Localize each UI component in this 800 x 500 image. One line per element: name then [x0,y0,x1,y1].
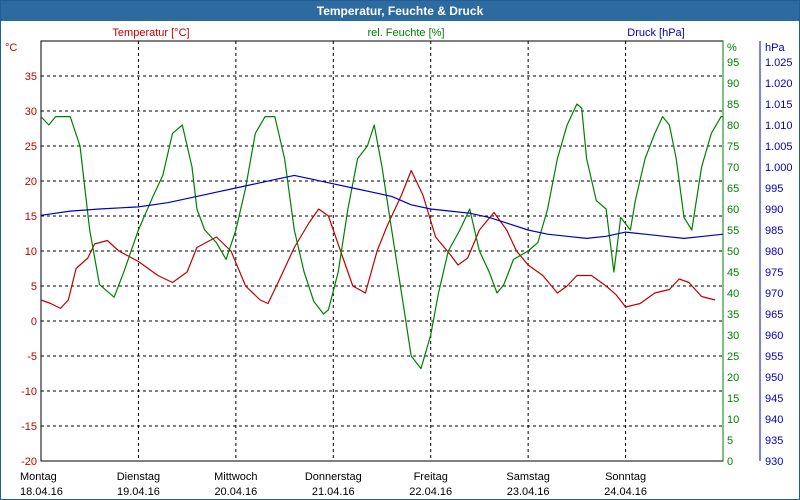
x-day-label: Freitag [414,471,448,483]
hum-tick-label: 55 [727,225,739,237]
press-unit: hPa [765,42,785,54]
x-day-label: Dienstag [117,471,160,483]
hum-tick-label: 5 [727,435,733,447]
temp-tick-label: 15 [25,211,37,223]
series-line-hum [40,103,723,370]
temp-tick-label: 25 [25,141,37,153]
press-tick-label: 1.005 [765,141,793,153]
hum-tick-label: 50 [727,246,739,258]
x-date-label: 23.04.16 [507,486,550,498]
x-day-label: Sonntag [605,471,646,483]
press-tick-label: 970 [765,288,783,300]
temp-unit: °C [5,42,17,54]
series-line-press [40,174,724,239]
temp-tick-label: 10 [25,246,37,258]
hum-tick-label: 35 [727,309,739,321]
hum-tick-label: 30 [727,330,739,342]
x-date-label: 20.04.16 [214,486,257,498]
hum-tick-label: 15 [727,393,739,405]
press-tick-label: 940 [765,414,783,426]
temp-tick-label: 5 [31,281,37,293]
temp-tick-label: 0 [31,316,37,328]
press-tick-label: 935 [765,435,783,447]
hum-tick-label: 0 [727,456,733,468]
series-line-temp [40,169,716,309]
x-date-label: 18.04.16 [20,486,63,498]
temp-tick-label: 35 [25,71,37,83]
temp-tick-label: 20 [25,176,37,188]
chart-title: Temperatur, Feuchte & Druck [1,1,799,21]
temp-tick-label: -10 [21,386,37,398]
hum-tick-label: 65 [727,183,739,195]
x-date-label: 19.04.16 [117,486,160,498]
hum-tick-label: 85 [727,99,739,111]
hum-tick-label: 20 [727,372,739,384]
press-tick-label: 965 [765,309,783,321]
temp-axis-label: Temperatur [°C] [112,27,189,39]
x-date-label: 24.04.16 [604,486,647,498]
hum-tick-label: 60 [727,204,739,216]
hum-tick-label: 80 [727,120,739,132]
temp-tick-label: -20 [21,456,37,468]
press-tick-label: 1.025 [765,57,793,69]
press-axis-label: Druck [hPa] [627,27,684,39]
x-day-label: Donnerstag [305,471,362,483]
press-tick-label: 1.020 [765,78,793,90]
x-date-label: 21.04.16 [312,486,355,498]
press-tick-label: 985 [765,225,783,237]
press-tick-label: 1.010 [765,120,793,132]
press-tick-label: 945 [765,393,783,405]
hum-tick-label: 25 [727,351,739,363]
press-tick-label: 955 [765,351,783,363]
temp-tick-label: -5 [27,351,37,363]
hum-unit: % [727,42,737,54]
press-tick-label: 1.000 [765,162,793,174]
press-tick-label: 980 [765,246,783,258]
hum-tick-label: 40 [727,288,739,300]
hum-tick-label: 95 [727,57,739,69]
temp-tick-label: 30 [25,106,37,118]
press-tick-label: 960 [765,330,783,342]
x-day-label: Mittwoch [214,471,257,483]
hum-tick-label: 10 [727,414,739,426]
hum-tick-label: 90 [727,78,739,90]
x-day-label: Montag [20,471,57,483]
x-day-label: Samstag [506,471,549,483]
press-tick-label: 950 [765,372,783,384]
x-date-label: 22.04.16 [409,486,452,498]
press-tick-label: 930 [765,456,783,468]
press-tick-label: 995 [765,183,783,195]
press-tick-label: 975 [765,267,783,279]
hum-tick-label: 70 [727,162,739,174]
hum-tick-label: 45 [727,267,739,279]
hum-axis-label: rel. Feuchte [%] [367,27,444,39]
hum-tick-label: 75 [727,141,739,153]
temp-tick-label: -15 [21,421,37,433]
press-tick-label: 990 [765,204,783,216]
press-tick-label: 1.015 [765,99,793,111]
